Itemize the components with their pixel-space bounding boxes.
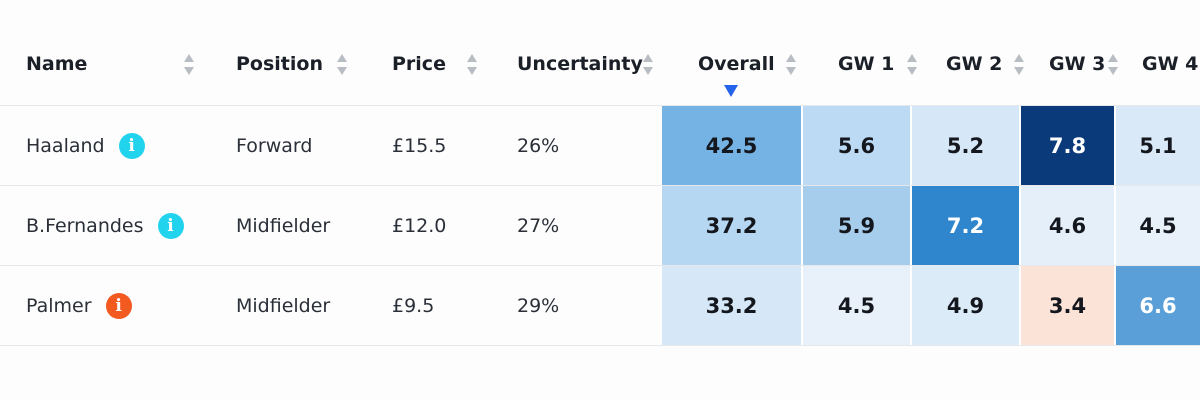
player-name: Palmer: [26, 294, 92, 317]
price-cell: £15.5: [392, 134, 447, 157]
table-row[interactable]: B.Fernandes i Midfielder £12.0 27% 37.2 5.9 7.2…: [0, 186, 1200, 266]
sort-price-icon[interactable]: [466, 52, 478, 78]
gw1-score-cell: 4.5: [803, 266, 912, 345]
gw3-score-cell: 7.8: [1021, 106, 1116, 185]
header-gw3[interactable]: GW 3: [1049, 53, 1106, 75]
sort-uncertainty-icon[interactable]: [642, 52, 654, 78]
position-cell: Midfielder: [236, 294, 331, 317]
table-row[interactable]: Palmer i Midfielder £9.5 29% 33.2 4.5 4.9 3.4 6.6: [0, 266, 1200, 346]
header-name[interactable]: Name: [26, 53, 88, 75]
header-gw2[interactable]: GW 2: [946, 53, 1003, 75]
gw2-score-cell: 7.2: [912, 186, 1021, 265]
overall-score-cell: 33.2: [662, 266, 803, 345]
header-gw4[interactable]: GW 4: [1142, 53, 1199, 75]
overall-score-cell: 37.2: [662, 186, 803, 265]
table-row[interactable]: Haaland i Forward £15.5 26% 42.5 5.6 5.2 7.8 5.1: [0, 106, 1200, 186]
header-position[interactable]: Position: [236, 53, 323, 75]
gw4-score-cell: 5.1: [1116, 106, 1200, 185]
player-name: B.Fernandes: [26, 214, 144, 237]
price-cell: £12.0: [392, 214, 447, 237]
header-uncertainty[interactable]: Uncertainty: [517, 53, 643, 75]
gw4-score-cell: 6.6: [1116, 266, 1200, 345]
info-icon[interactable]: i: [118, 132, 145, 159]
info-icon[interactable]: i: [157, 212, 184, 239]
player-name-cell: Palmer i: [26, 266, 132, 345]
position-cell: Midfielder: [236, 214, 331, 237]
info-icon[interactable]: i: [105, 292, 132, 319]
gw1-score-cell: 5.9: [803, 186, 912, 265]
position-cell: Forward: [236, 134, 313, 157]
header-price[interactable]: Price: [392, 53, 446, 75]
uncertainty-cell: 27%: [517, 214, 560, 237]
gw1-score-cell: 5.6: [803, 106, 912, 185]
gw3-score-cell: 3.4: [1021, 266, 1116, 345]
sort-gw2-icon[interactable]: [1013, 52, 1025, 78]
sort-descending-icon: [724, 82, 738, 101]
sort-overall-icon[interactable]: [785, 52, 797, 78]
sort-position-icon[interactable]: [336, 52, 348, 78]
price-cell: £9.5: [392, 294, 435, 317]
player-name-cell: B.Fernandes i: [26, 186, 184, 265]
gw3-score-cell: 4.6: [1021, 186, 1116, 265]
sort-gw3-icon[interactable]: [1107, 52, 1119, 78]
uncertainty-cell: 26%: [517, 134, 560, 157]
sort-name-icon[interactable]: [183, 52, 195, 78]
player-name-cell: Haaland i: [26, 106, 145, 185]
gw2-score-cell: 5.2: [912, 106, 1021, 185]
sort-gw1-icon[interactable]: [906, 52, 918, 78]
player-name: Haaland: [26, 134, 105, 157]
header-overall[interactable]: Overall: [698, 53, 775, 75]
header-gw1[interactable]: GW 1: [838, 53, 895, 75]
gw4-score-cell: 4.5: [1116, 186, 1200, 265]
gw2-score-cell: 4.9: [912, 266, 1021, 345]
uncertainty-cell: 29%: [517, 294, 560, 317]
table-header: Name Position Price Uncertainty Overall …: [0, 0, 1200, 106]
overall-score-cell: 42.5: [662, 106, 803, 185]
